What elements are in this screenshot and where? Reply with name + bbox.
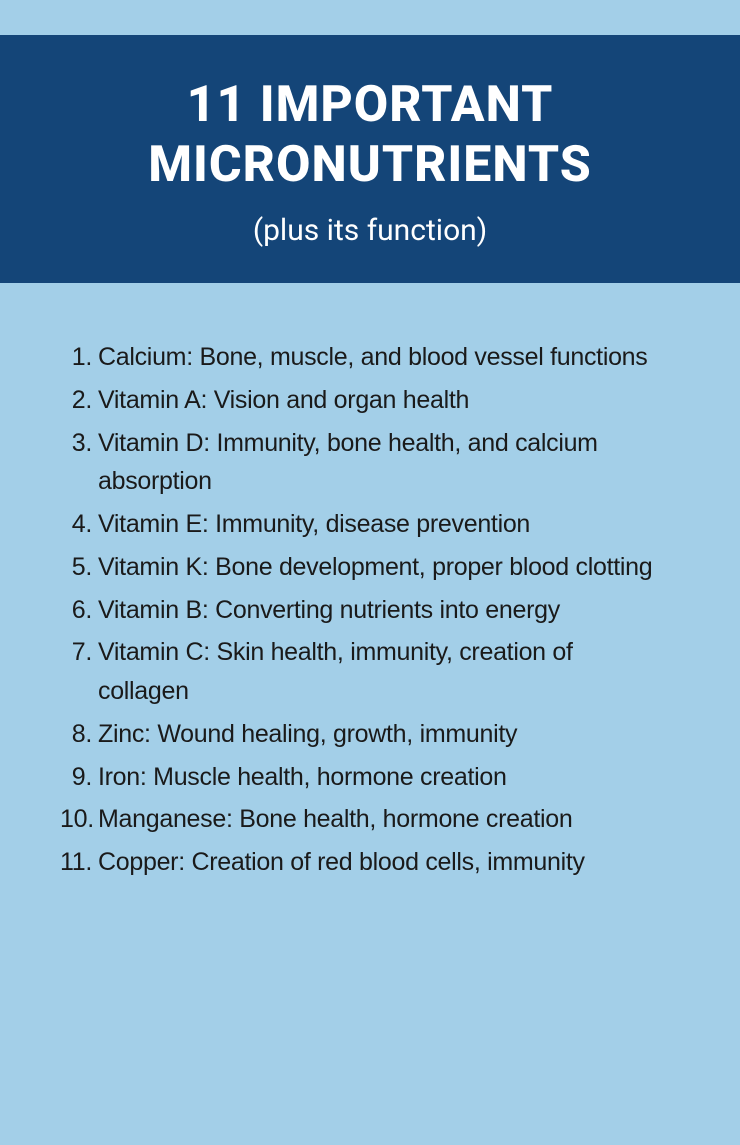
content-area: Calcium: Bone, muscle, and blood vessel … <box>0 283 740 882</box>
page-subtitle: (plus its function) <box>30 213 710 248</box>
list-item: Manganese: Bone health, hormone creation <box>60 800 665 839</box>
list-item: Vitamin C: Skin health, immunity, creati… <box>60 633 665 711</box>
list-item: Vitamin B: Converting nutrients into ene… <box>60 591 665 630</box>
list-item: Vitamin E: Immunity, disease prevention <box>60 505 665 544</box>
header-banner: 11 important micronutrients (plus its fu… <box>0 35 740 283</box>
micronutrient-list: Calcium: Bone, muscle, and blood vessel … <box>60 338 665 882</box>
list-item: Vitamin K: Bone development, proper bloo… <box>60 548 665 587</box>
list-item: Copper: Creation of red blood cells, imm… <box>60 843 665 882</box>
page-title: 11 important micronutrients <box>30 75 710 195</box>
list-item: Iron: Muscle health, hormone creation <box>60 758 665 797</box>
list-item: Vitamin A: Vision and organ health <box>60 381 665 420</box>
list-item: Zinc: Wound healing, growth, immunity <box>60 715 665 754</box>
list-item: Vitamin D: Immunity, bone health, and ca… <box>60 424 665 502</box>
list-item: Calcium: Bone, muscle, and blood vessel … <box>60 338 665 377</box>
